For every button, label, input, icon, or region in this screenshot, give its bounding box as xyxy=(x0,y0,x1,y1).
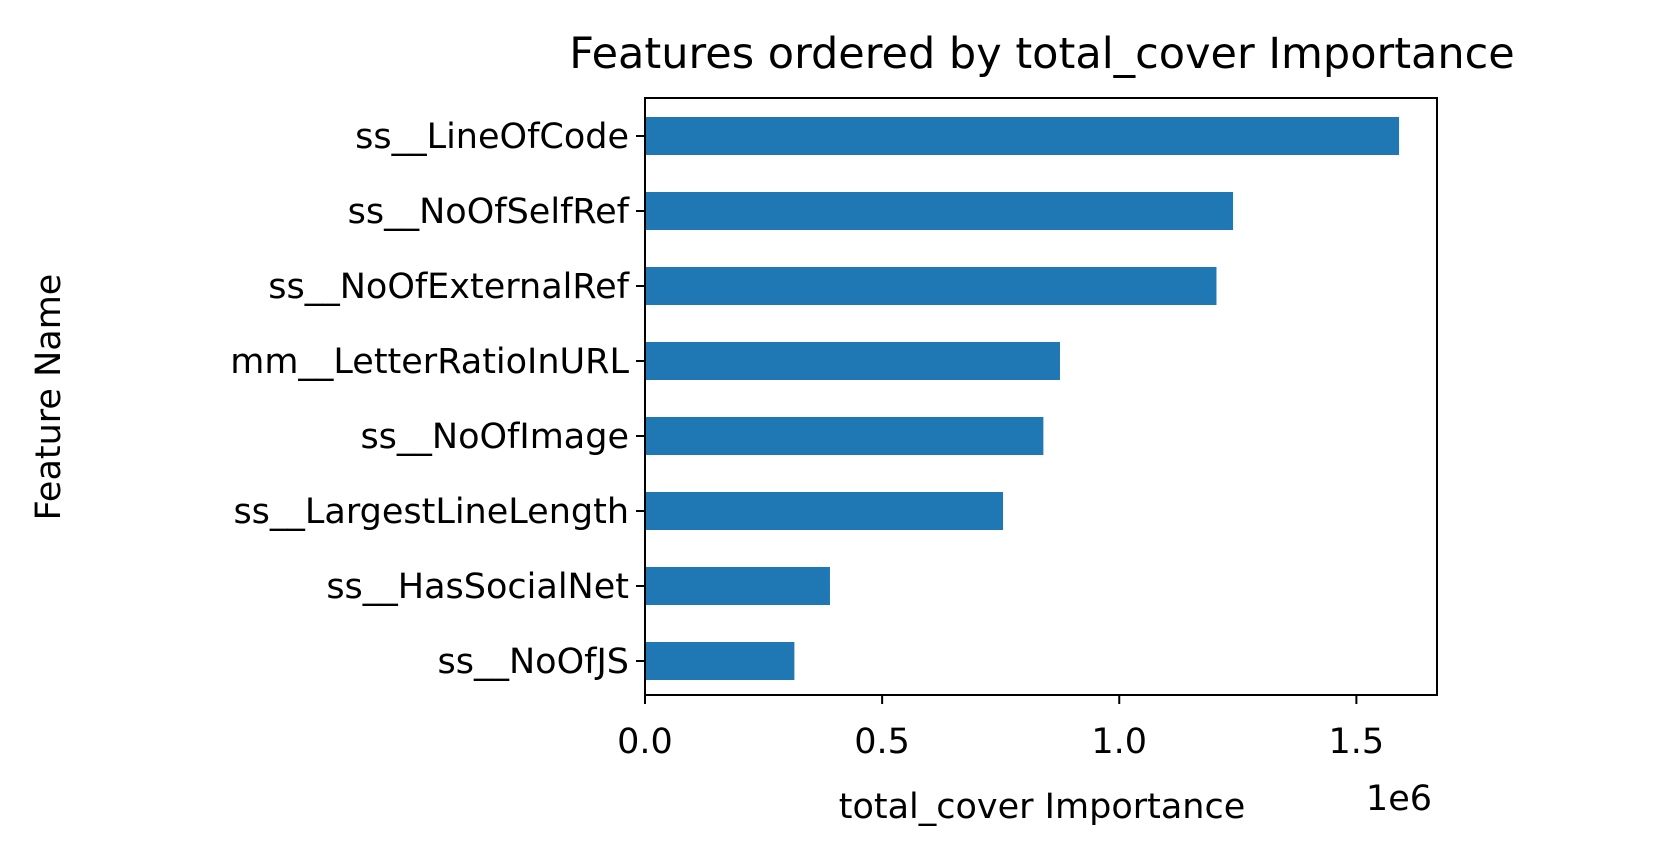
y-tick-label: ss__LargestLineLength xyxy=(233,492,629,532)
y-tick-label: ss__LineOfCode xyxy=(355,117,629,157)
bar xyxy=(645,417,1044,455)
y-tick-label: ss__NoOfJS xyxy=(438,642,629,682)
bar xyxy=(645,192,1234,230)
y-axis-title: Feature Name xyxy=(29,274,69,521)
y-tick-label: ss__NoOfExternalRef xyxy=(268,267,629,307)
x-axis-title: total_cover Importance xyxy=(839,787,1246,827)
x-tick-label: 1.5 xyxy=(1329,722,1385,762)
chart-title: Features ordered by total_cover Importan… xyxy=(569,29,1515,79)
y-axis-ticks: ss__LineOfCode ss__NoOfSelfRef ss__NoOfExt… xyxy=(230,117,645,682)
x-tick-label: 1.0 xyxy=(1091,722,1147,762)
y-tick-label: mm__LetterRatioInURL xyxy=(230,342,629,382)
x-axis-offset-label: 1e6 xyxy=(1366,779,1432,819)
y-tick-label: ss__NoOfSelfRef xyxy=(348,192,630,232)
y-tick-label: ss__NoOfImage xyxy=(360,417,629,457)
bar xyxy=(645,642,795,680)
plot-frame xyxy=(644,97,1438,696)
bar xyxy=(645,267,1217,305)
y-tick-label: ss__HasSocialNet xyxy=(326,567,629,607)
x-tick-label: 0.5 xyxy=(854,722,910,762)
x-tick-label: 0.0 xyxy=(617,722,673,762)
bar xyxy=(645,492,1004,530)
bar xyxy=(645,567,830,605)
bars-layer xyxy=(645,117,1400,680)
x-axis-ticks: 0.0 0.5 1.0 1.5 xyxy=(617,695,1384,762)
bar xyxy=(645,117,1400,155)
bar xyxy=(645,342,1060,380)
